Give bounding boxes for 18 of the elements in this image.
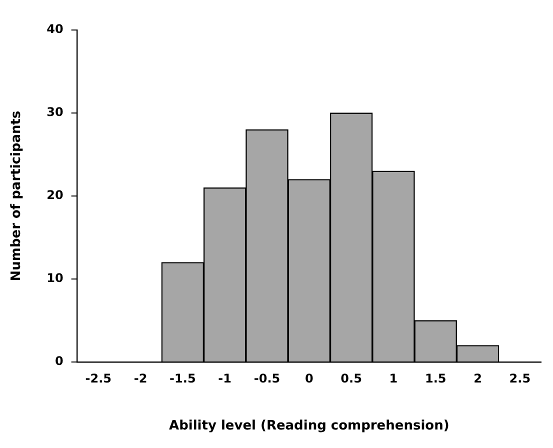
y-axis-title: Number of participants <box>9 110 24 282</box>
x-tick-label: -0.5 <box>254 371 280 386</box>
y-tick-label: 30 <box>46 105 64 120</box>
y-tick-label: 20 <box>46 188 64 202</box>
y-tick-label: 40 <box>46 22 64 36</box>
x-tick-label: 2.5 <box>509 371 531 386</box>
y-tick-label: 0 <box>54 354 64 368</box>
x-tick-label: 1 <box>389 371 398 386</box>
x-tick-label: -1 <box>218 371 232 386</box>
x-axis-title: Ability level (Reading comprehension) <box>169 418 450 434</box>
x-tick-label: -1.5 <box>170 371 196 386</box>
x-tick-label: 0.5 <box>340 371 362 386</box>
y-tick-label: 10 <box>46 271 64 286</box>
x-tick-label: -2 <box>134 371 148 386</box>
x-tick-label: 2 <box>474 371 482 386</box>
x-tick-label: 1.5 <box>424 371 446 386</box>
x-tick-label: -2.5 <box>85 371 112 386</box>
x-tick-label: 0 <box>304 371 314 386</box>
